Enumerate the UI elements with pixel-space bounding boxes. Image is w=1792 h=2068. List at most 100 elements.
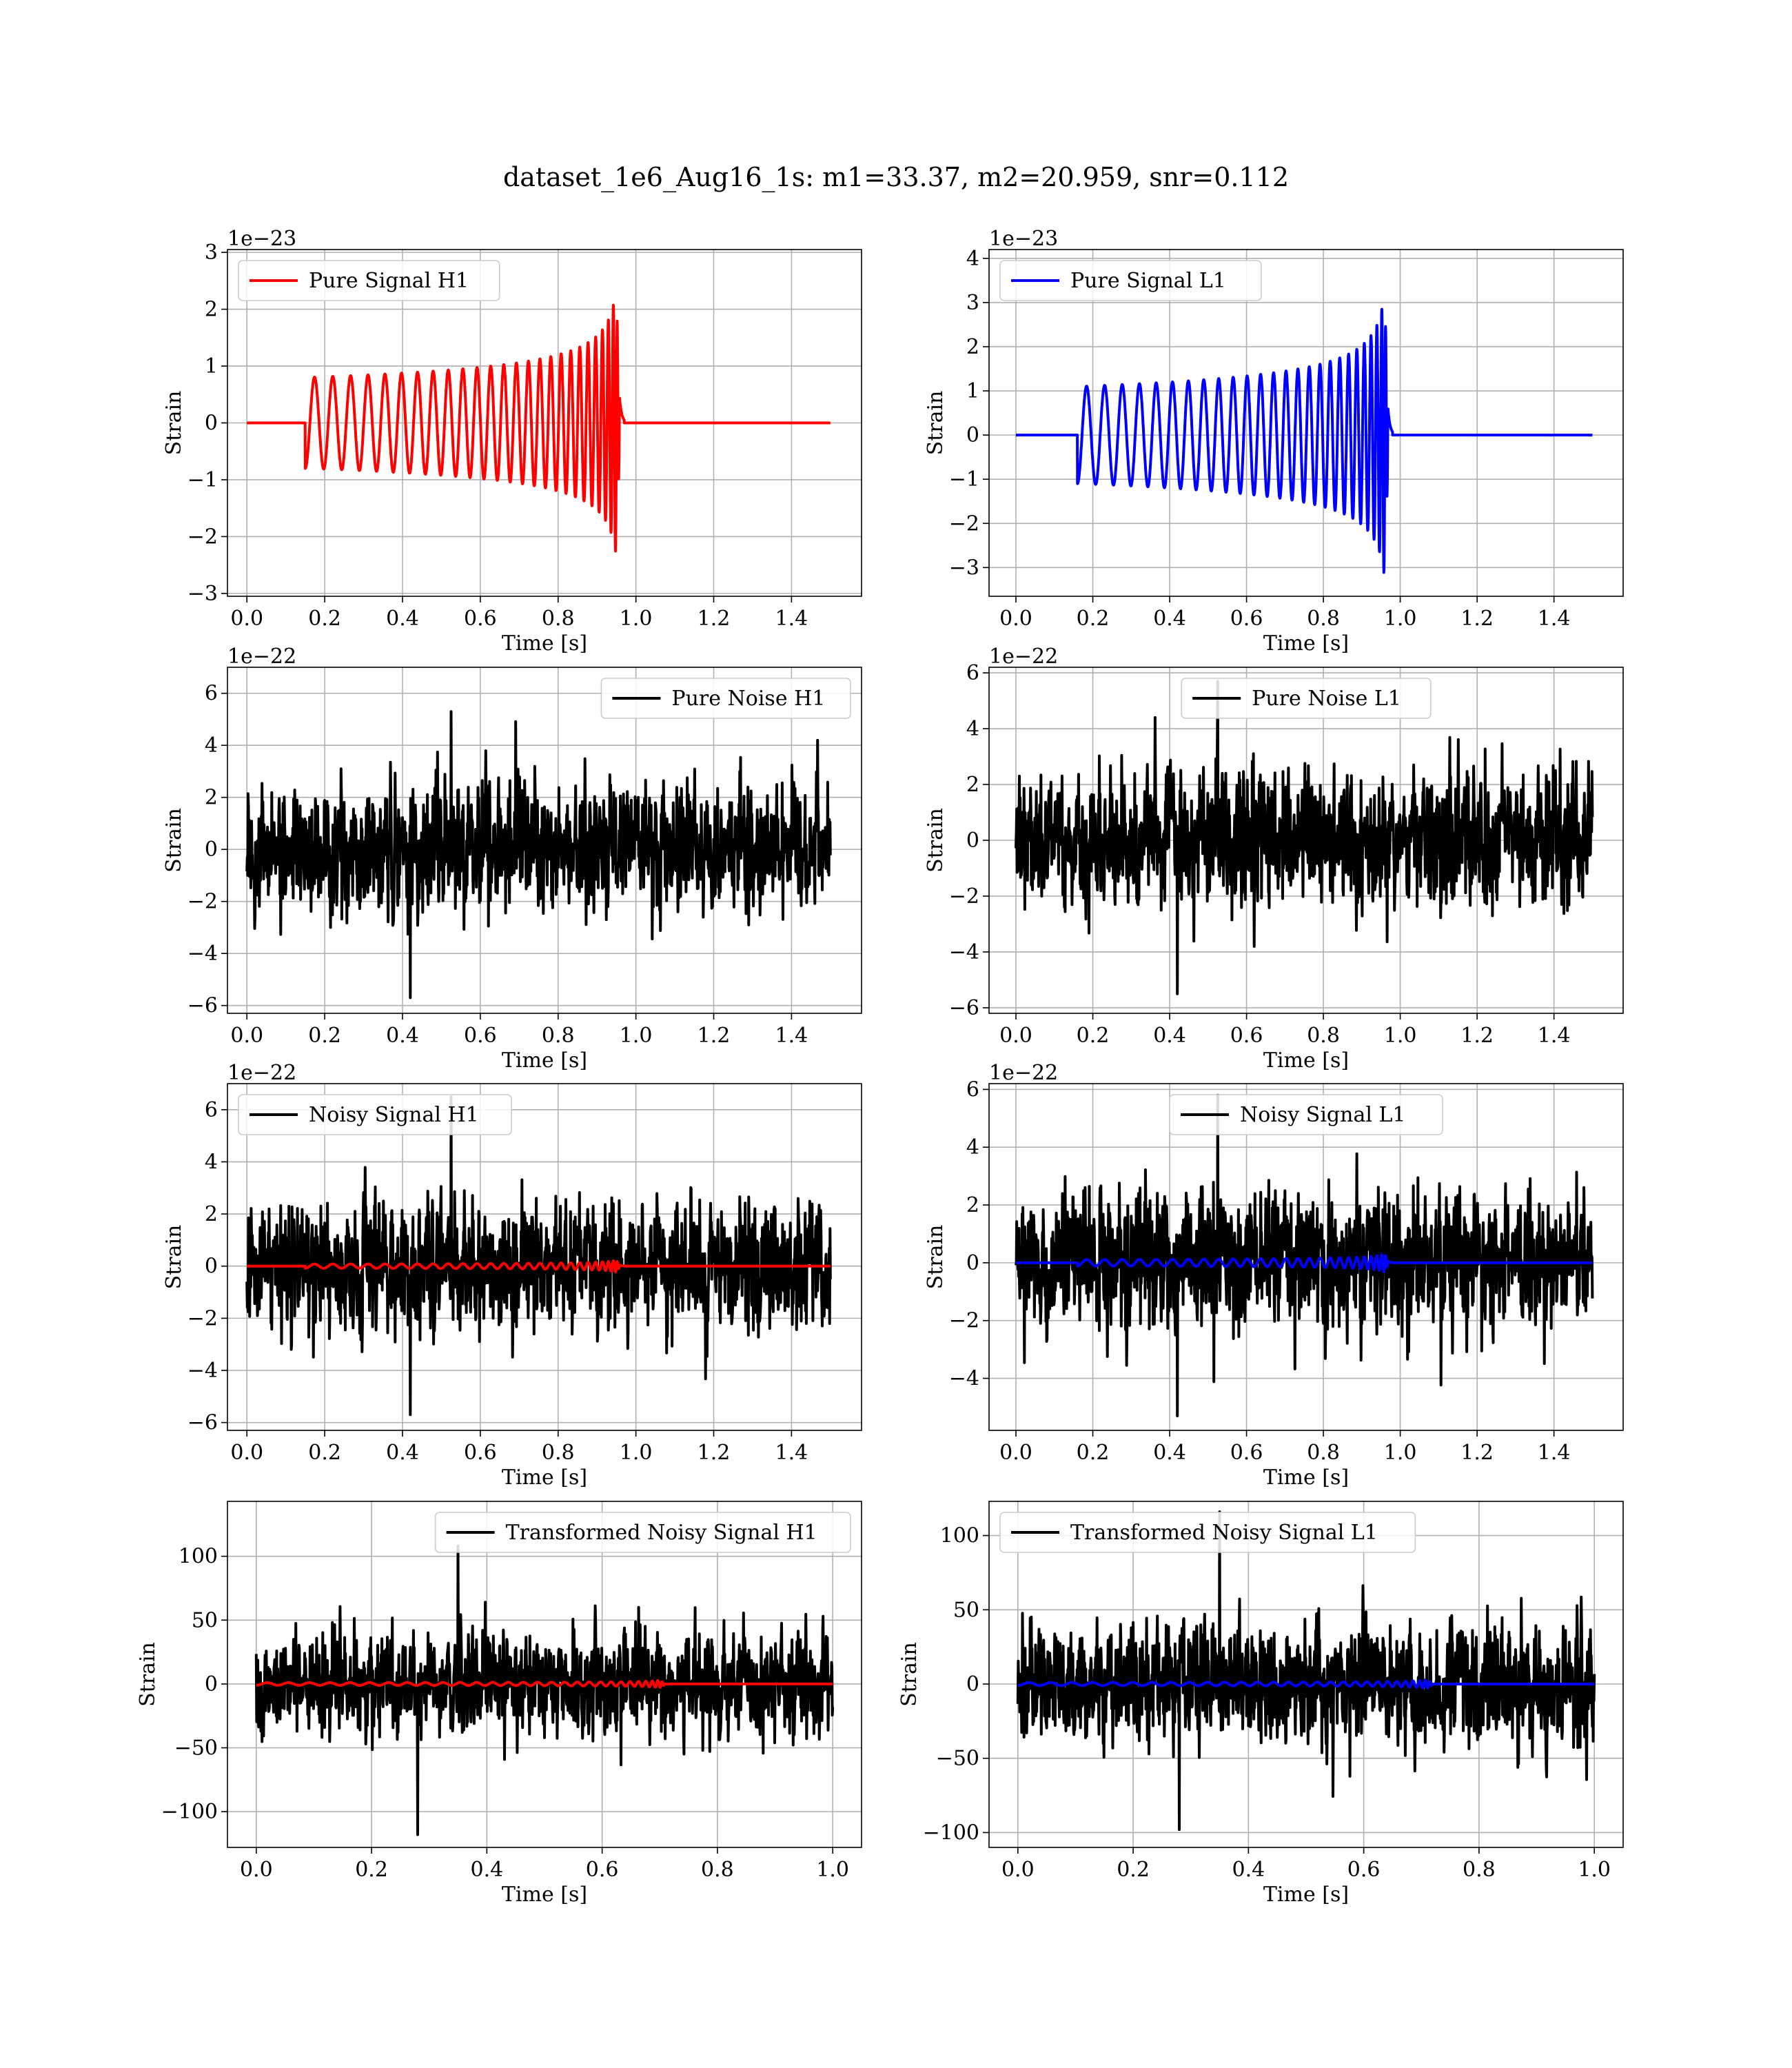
legend: Noisy Signal L1: [1169, 1094, 1443, 1135]
legend: Transformed Noisy Signal L1: [999, 1512, 1416, 1553]
x-tick-label: 0.6: [1230, 1441, 1263, 1465]
x-tick-label: 0.6: [464, 1024, 497, 1048]
x-tick-label: 0.2: [308, 1441, 341, 1465]
series-line-1: [245, 1095, 832, 1417]
x-tick-label: 0.0: [240, 1858, 273, 1882]
y-tick-label: 2: [205, 298, 218, 322]
legend-label: Noisy Signal H1: [309, 1103, 479, 1127]
x-tick-label: 1.4: [775, 1441, 808, 1465]
x-tick-label: 0.0: [230, 607, 263, 631]
y-tick-label: −6: [949, 996, 979, 1020]
panel-pure-signal-l1: 0.0 0.2 0.4 0.6 0.8 1.0 1.2 1.4 −3 −2 −1 0 1 2 3 4 1e−23…: [924, 227, 1624, 656]
y-tick-label: −50: [936, 1747, 979, 1771]
panels-container: 0.0 0.2 0.4 0.6 0.8 1.0 1.2 1.4 −3 −2 −1 0 1 2 3 1e−23 T…: [136, 227, 1624, 1907]
legend-label: Pure Signal H1: [309, 269, 469, 293]
plot-frame: [988, 1083, 1624, 1431]
y-tick-label: 0: [966, 423, 979, 447]
y-tick-label: 6: [205, 1098, 218, 1122]
legend-box: [238, 1094, 512, 1135]
x-tick-label: 0.8: [1307, 607, 1340, 631]
series-group: [1015, 680, 1594, 995]
x-tick-label: 1.4: [1538, 607, 1571, 631]
legend-box: [238, 260, 500, 301]
series-line-2: [1015, 1253, 1594, 1273]
x-tick-label: 0.4: [386, 1441, 419, 1465]
y-tick-label: 4: [966, 1135, 979, 1159]
y-axis-label: Strain: [924, 1225, 948, 1290]
x-tick-label: 0.8: [542, 607, 575, 631]
y-tick-label: −2: [949, 511, 979, 536]
x-axis-label: Time [s]: [502, 1883, 587, 1907]
x-tick-label: 0.4: [1153, 607, 1186, 631]
x-tick-label: 0.8: [542, 1024, 575, 1048]
series-line-1: [1015, 307, 1594, 574]
y-tick-label: −3: [949, 556, 979, 580]
y-tick-label: 4: [205, 733, 218, 758]
panel-pure-noise-h1: 0.0 0.2 0.4 0.6 0.8 1.0 1.2 1.4 −6 −4 −2 0 2 4 6 1e−22 T…: [162, 645, 862, 1073]
y-tick-label: 0: [966, 1251, 979, 1275]
x-axis-label: Time [s]: [502, 1466, 587, 1490]
x-axis-label: Time [s]: [502, 631, 587, 656]
x-tick-label: 1.2: [1460, 607, 1494, 631]
x-tick-label: 0.2: [308, 607, 341, 631]
series-line-1: [245, 710, 832, 1000]
y-tick-label: 100: [179, 1545, 218, 1569]
y-tick-label: 0: [205, 1255, 218, 1279]
x-tick-label: 0.6: [464, 1441, 497, 1465]
legend-label: Transformed Noisy Signal H1: [506, 1521, 817, 1545]
legend-box: [434, 1512, 851, 1553]
y-tick-label: 50: [953, 1598, 979, 1622]
x-tick-label: 0.8: [542, 1441, 575, 1465]
y-tick-label: 3: [966, 291, 979, 315]
legend: Pure Signal L1: [999, 260, 1262, 301]
figure-title: dataset_1e6_Aug16_1s: m1=33.37, m2=20.95…: [503, 162, 1289, 193]
y-tick-label: −1: [187, 468, 218, 492]
y-tick-label: −2: [949, 884, 979, 909]
x-tick-label: 0.0: [230, 1024, 263, 1048]
panel-transformed-noisy-signal-l1: 0.0 0.2 0.4 0.6 0.8 1.0 −100 −50 0 50 100 Time [s] S…: [897, 1501, 1624, 1907]
x-tick-label: 0.6: [586, 1858, 619, 1882]
x-tick-label: 0.4: [1232, 1858, 1265, 1882]
x-tick-label: 0.2: [1077, 1024, 1110, 1048]
series-line-2: [255, 1679, 834, 1689]
y-tick-label: −2: [187, 890, 218, 914]
series-group: [245, 303, 832, 553]
x-axis-label: Time [s]: [502, 1048, 587, 1073]
x-axis-label: Time [s]: [1263, 1883, 1349, 1907]
y-tick-label: −100: [161, 1800, 218, 1824]
x-tick-label: 1.2: [1460, 1024, 1494, 1048]
legend: Pure Noise H1: [600, 678, 851, 719]
series-group: [245, 1095, 832, 1417]
x-tick-label: 0.4: [1153, 1024, 1186, 1048]
x-tick-label: 0.8: [1307, 1024, 1340, 1048]
y-tick-label: −6: [187, 994, 218, 1018]
legend-label: Pure Noise L1: [1252, 687, 1401, 711]
y-tick-label: 1: [966, 379, 979, 403]
x-axis-label: Time [s]: [1263, 1048, 1349, 1073]
panel-pure-signal-h1: 0.0 0.2 0.4 0.6 0.8 1.0 1.2 1.4 −3 −2 −1 0 1 2 3 1e−23 T…: [162, 227, 862, 656]
x-tick-label: 0.2: [355, 1858, 388, 1882]
x-tick-label: 0.6: [1347, 1858, 1381, 1882]
plot-frame: [227, 667, 862, 1014]
y-tick-label: 4: [966, 247, 979, 271]
y-offset-text: 1e−22: [227, 645, 296, 669]
x-tick-label: 1.4: [1538, 1024, 1571, 1048]
x-tick-label: 1.2: [698, 1441, 731, 1465]
legend-box: [1181, 678, 1432, 719]
x-tick-label: 0.4: [471, 1858, 504, 1882]
y-tick-label: 6: [205, 682, 218, 706]
y-axis-label: Strain: [162, 391, 186, 456]
y-tick-label: 2: [966, 1193, 979, 1217]
x-tick-label: 0.0: [999, 1441, 1032, 1465]
x-tick-label: 0.2: [1117, 1858, 1150, 1882]
panel-noisy-signal-l1: 0.0 0.2 0.4 0.6 0.8 1.0 1.2 1.4 −4 −2 0 2 4 6 1e−22 Tim…: [924, 1061, 1624, 1490]
y-tick-label: 2: [966, 335, 979, 359]
series-line-1: [1015, 680, 1594, 995]
y-tick-label: 0: [966, 1672, 979, 1696]
legend: Transformed Noisy Signal H1: [434, 1512, 851, 1553]
y-tick-label: 0: [205, 838, 218, 862]
y-tick-label: 2: [966, 773, 979, 797]
y-tick-label: 100: [940, 1524, 979, 1548]
